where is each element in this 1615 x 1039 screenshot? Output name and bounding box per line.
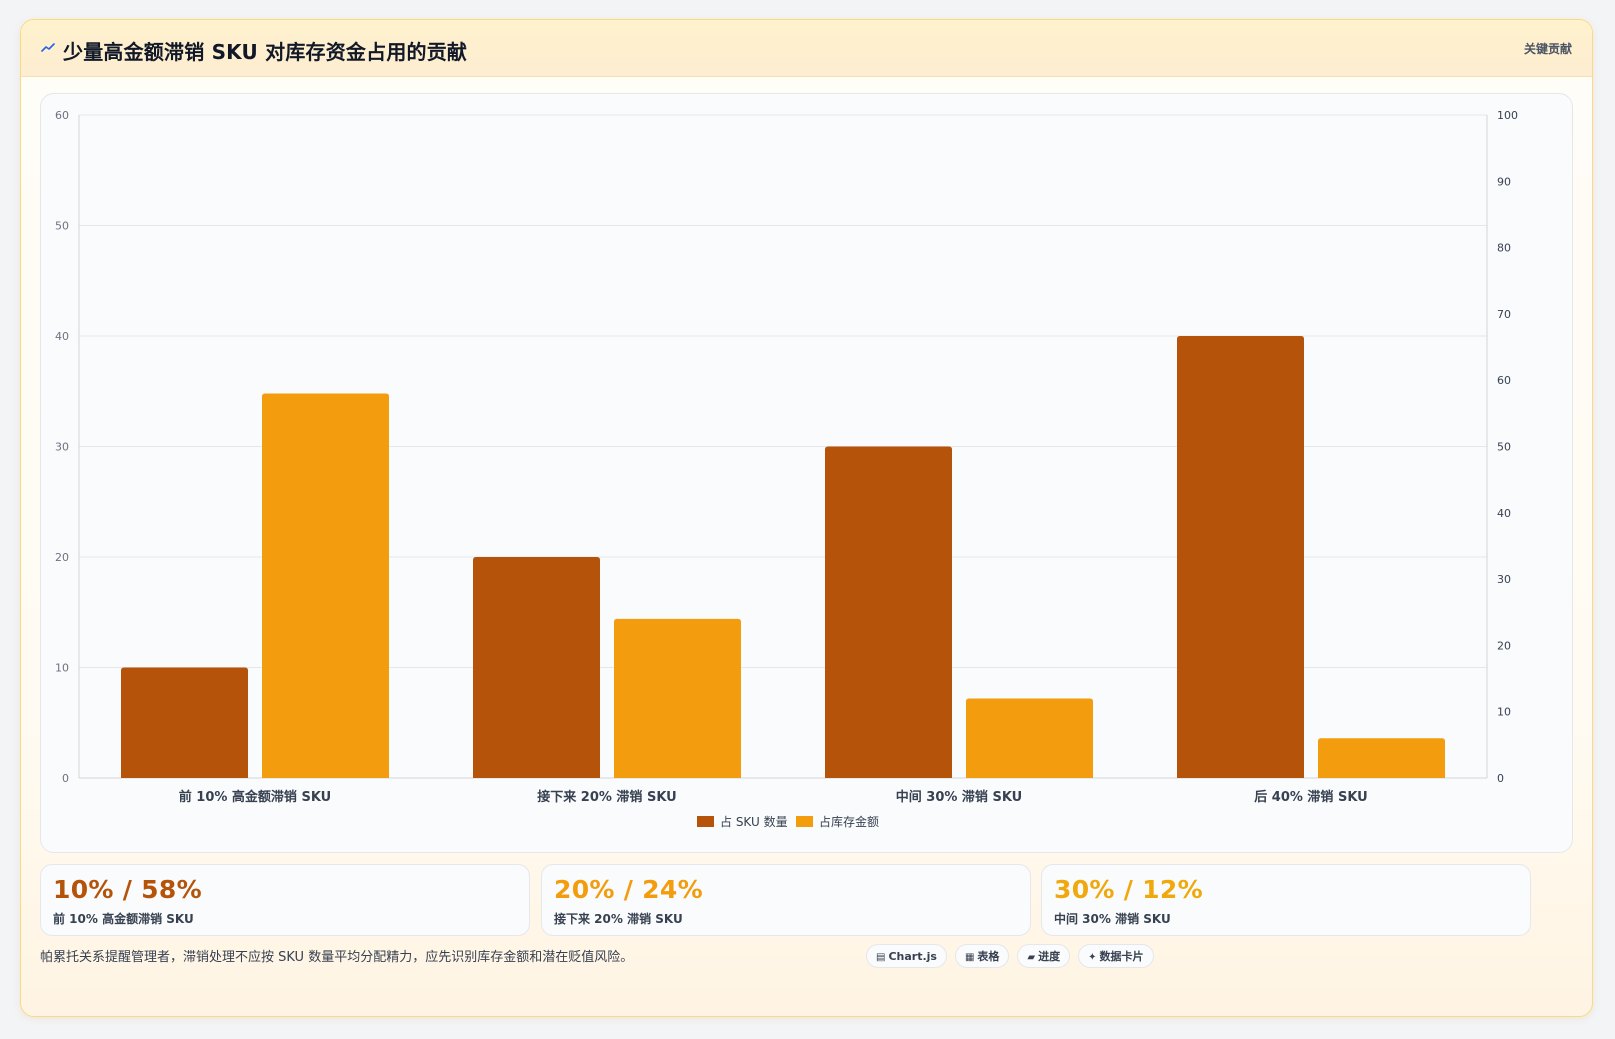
stat-card-middle-30: 30% / 12% 中间 30% 滞销 SKU — [1041, 864, 1531, 936]
tag-label: Chart.js — [888, 950, 937, 963]
bar-inventory-amount — [966, 698, 1093, 778]
stat-value: 30% / 12% — [1054, 875, 1203, 904]
bar-sku-count — [1177, 336, 1304, 778]
y-left-tick-label: 10 — [55, 662, 69, 675]
bar-sku-count — [825, 446, 952, 778]
card-header: 少量高金额滞销 SKU 对库存资金占用的贡献 关键贡献 — [21, 20, 1592, 77]
legend-swatch-sku-count — [697, 816, 714, 827]
y-right-tick-label: 80 — [1497, 242, 1511, 255]
x-tick-label: 中间 30% 滞销 SKU — [896, 789, 1022, 805]
y-left-tick-label: 0 — [62, 772, 69, 785]
chart-card: 少量高金额滞销 SKU 对库存资金占用的贡献 关键贡献 0 10 20 30 40 50 6… — [20, 19, 1593, 1017]
progress-icon: ▰ — [1027, 952, 1036, 963]
feature-tags: ▤ Chart.js ▦ 表格 ▰ 进度 ✦ 数据卡片 — [866, 944, 1162, 970]
bar-inventory-amount — [614, 618, 741, 778]
stat-cards: 10% / 58% 前 10% 高金额滞销 SKU 20% / 24% 接下来 … — [40, 864, 1573, 936]
tag-progress[interactable]: ▰ 进度 — [1017, 944, 1071, 968]
chart-icon: ▤ — [876, 952, 886, 963]
y-right-tick-label: 60 — [1497, 374, 1511, 387]
bar-inventory-amount — [1318, 738, 1445, 778]
legend-swatch-inventory-amount — [796, 816, 813, 827]
page-title: 少量高金额滞销 SKU 对库存资金占用的贡献 — [63, 40, 468, 64]
tag-table[interactable]: ▦ 表格 — [954, 944, 1010, 968]
stat-label: 接下来 20% 滞销 SKU — [554, 912, 683, 926]
y-left-tick-label: 40 — [55, 330, 69, 343]
legend-label-inventory-amount: 占库存金额 — [819, 814, 879, 829]
y-left-tick-label: 60 — [55, 109, 69, 122]
tag-data-card[interactable]: ✦ 数据卡片 — [1078, 944, 1154, 968]
y-left-tick-label: 30 — [55, 441, 69, 454]
data-card-icon: ✦ — [1088, 952, 1097, 963]
stat-card-next-20: 20% / 24% 接下来 20% 滞销 SKU — [541, 864, 1031, 936]
chart-panel: 0 10 20 30 40 50 60 0 10 20 30 40 50 60 70 80 90 100 前 10%… — [40, 93, 1573, 853]
footnote: 帕累托关系提醒管理者，滞销处理不应按 SKU 数量平均分配精力，应先识别库存金额… — [40, 950, 634, 965]
y-right-tick-label: 20 — [1497, 639, 1511, 652]
stat-label: 中间 30% 滞销 SKU — [1054, 912, 1171, 926]
bar-chart: 0 10 20 30 40 50 60 0 10 20 30 40 50 60 70 80 90 100 前 10%… — [55, 109, 1518, 829]
tag-label: 数据卡片 — [1099, 950, 1144, 963]
stat-label: 前 10% 高金额滞销 SKU — [53, 912, 194, 926]
y-left-tick-label: 50 — [55, 220, 69, 233]
tag-label: 进度 — [1038, 950, 1061, 963]
legend-label-sku-count: 占 SKU 数量 — [720, 814, 788, 829]
y-left-tick-label: 20 — [55, 551, 69, 564]
y-right-tick-label: 30 — [1497, 573, 1511, 586]
y-right-tick-label: 40 — [1497, 507, 1511, 520]
y-right-tick-label: 90 — [1497, 175, 1511, 188]
y-right-tick-label: 70 — [1497, 308, 1511, 321]
bar-sku-count — [121, 667, 248, 778]
bar-sku-count — [473, 557, 600, 778]
bar-inventory-amount — [262, 393, 389, 778]
y-right-tick-label: 0 — [1497, 772, 1504, 785]
tag-label: 表格 — [977, 950, 1000, 963]
stat-value: 20% / 24% — [554, 875, 703, 904]
stat-value: 10% / 58% — [53, 875, 202, 904]
table-icon: ▦ — [964, 952, 975, 963]
x-tick-label: 后 40% 滞销 SKU — [1254, 789, 1367, 805]
y-right-tick-label: 100 — [1497, 109, 1518, 122]
stat-card-top-10: 10% / 58% 前 10% 高金额滞销 SKU — [40, 864, 530, 936]
chart-icon — [41, 43, 55, 52]
key-contribution-badge: 关键贡献 — [1523, 42, 1572, 56]
y-right-tick-label: 50 — [1497, 441, 1511, 454]
y-right-tick-label: 10 — [1497, 706, 1511, 719]
x-tick-label: 前 10% 高金额滞销 SKU — [179, 789, 331, 805]
tag-chartjs[interactable]: ▤ Chart.js — [866, 944, 947, 968]
x-tick-label: 接下来 20% 滞销 SKU — [537, 789, 676, 805]
